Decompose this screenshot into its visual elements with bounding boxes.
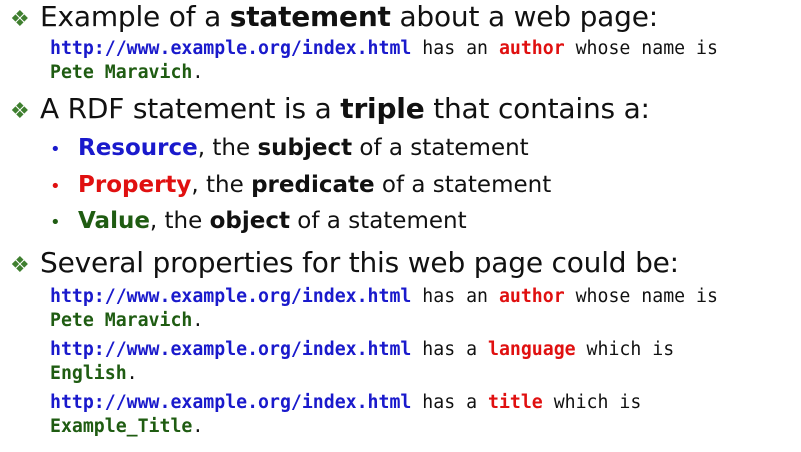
property-name: author (498, 286, 565, 307)
diamond-bullet-icon: ❖ (10, 99, 30, 124)
property-value: English (50, 363, 127, 384)
triple-part-value: • Value, the object of a statement (50, 206, 467, 238)
property-value: Pete Maravich (50, 310, 193, 331)
property-statement-language: http://www.example.org/index.html has a … (50, 339, 675, 384)
bullet-statement-example: ❖ Example of a statement about a web pag… (10, 0, 658, 37)
bullet-text: Several properties for this web page cou… (40, 246, 679, 279)
diamond-bullet-icon: ❖ (10, 7, 30, 32)
dot-bullet-icon: • (50, 176, 61, 197)
resource-url: http://www.example.org/index.html (50, 286, 412, 307)
bullet-text: Example of a statement about a web page: (40, 0, 658, 33)
resource-url: http://www.example.org/index.html (50, 339, 412, 360)
property-statement-title: http://www.example.org/index.html has a … (50, 392, 642, 437)
bullet-triple: ❖ A RDF statement is a triple that conta… (10, 92, 650, 129)
property-name: author (498, 38, 565, 59)
dot-bullet-icon: • (50, 139, 61, 160)
dot-bullet-icon: • (50, 212, 61, 233)
diamond-bullet-icon: ❖ (10, 253, 30, 278)
property-statement-author: http://www.example.org/index.html has an… (50, 286, 718, 331)
triple-part-property: • Property, the predicate of a statement (50, 170, 551, 202)
triple-part-resource: • Resource, the subject of a statement (50, 133, 529, 165)
resource-url: http://www.example.org/index.html (50, 38, 412, 59)
property-value: Example_Title (50, 416, 193, 437)
property-name: language (488, 339, 576, 360)
bullet-text: A RDF statement is a triple that contain… (40, 92, 650, 125)
property-value: Pete Maravich (50, 62, 193, 83)
example-statement: http://www.example.org/index.html has an… (50, 38, 718, 83)
property-name: title (488, 392, 543, 413)
resource-url: http://www.example.org/index.html (50, 392, 412, 413)
bullet-several-properties: ❖ Several properties for this web page c… (10, 246, 679, 283)
